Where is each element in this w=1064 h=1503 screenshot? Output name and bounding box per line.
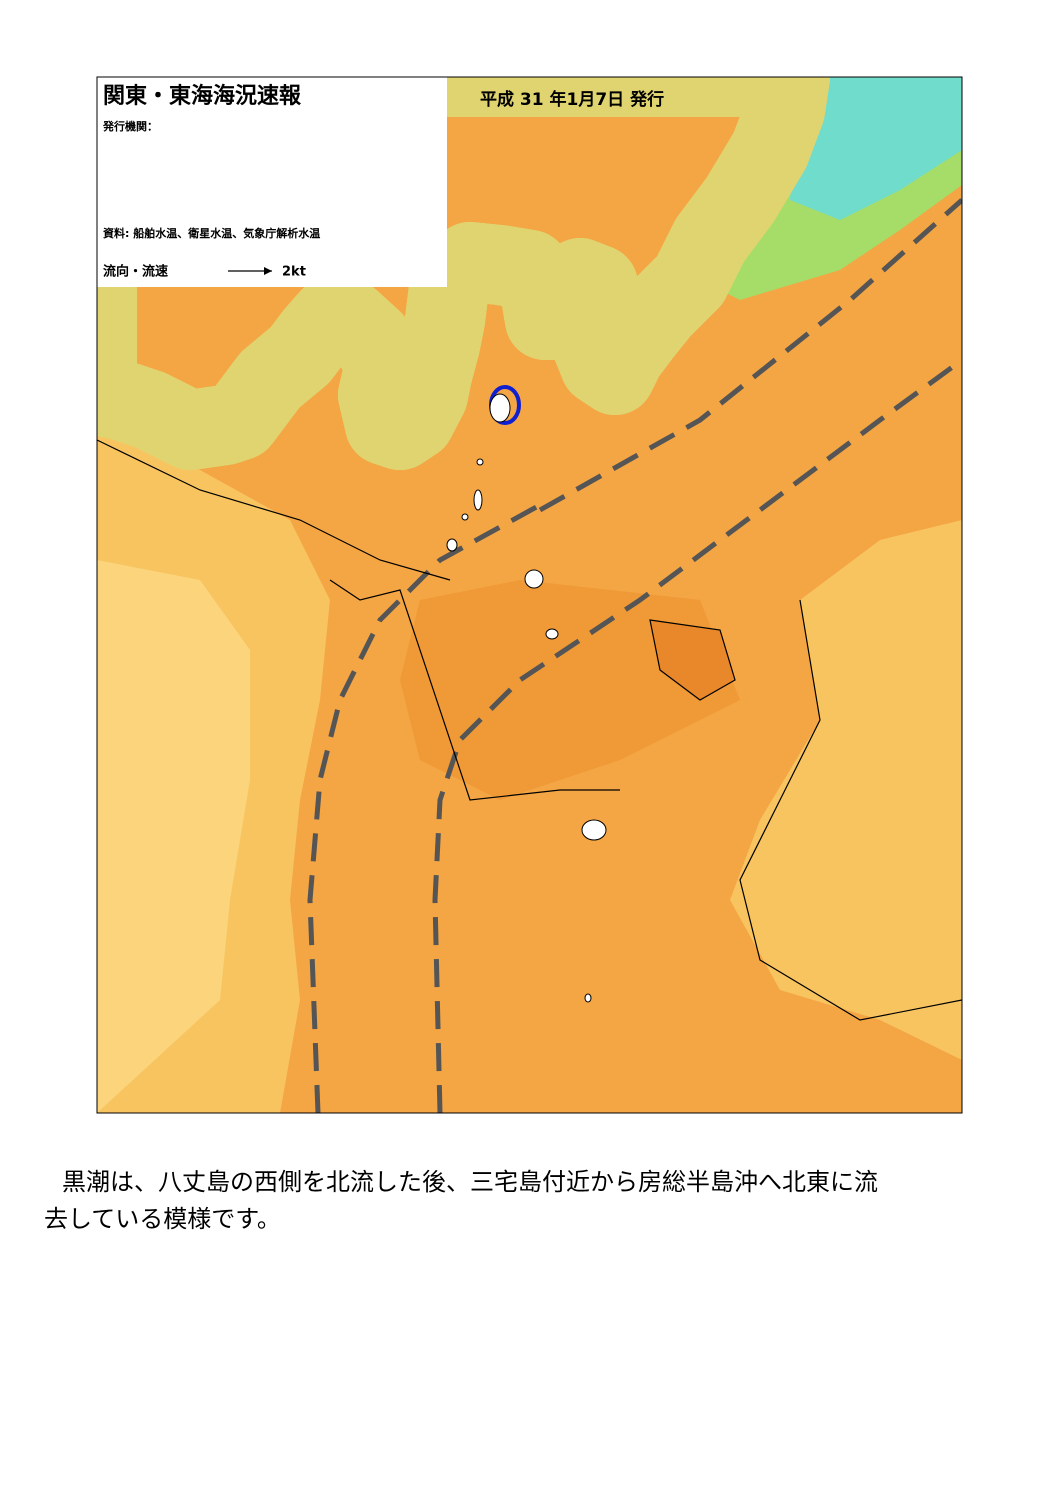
cold-core xyxy=(790,77,962,220)
warm-zone-east xyxy=(730,520,962,1060)
island xyxy=(476,458,484,466)
issue-date: 平成 31 年1月7日 発行 xyxy=(480,89,664,110)
kuroshio-axis xyxy=(538,198,962,513)
island xyxy=(524,569,544,589)
islands xyxy=(446,393,607,1003)
map-frame xyxy=(96,76,963,1114)
isotherm xyxy=(329,579,620,801)
description: 黒潮は、八丈島の西側を北流した後、三宅島付近から房総半島沖へ北東に流 xyxy=(62,1168,878,1196)
isotherm xyxy=(739,599,962,1021)
island xyxy=(473,489,483,511)
legend-label: 流向・流速 xyxy=(103,264,168,280)
legend-arrowhead xyxy=(264,267,272,275)
kuroshio-axis xyxy=(307,502,542,1113)
map xyxy=(97,77,962,1113)
header-box xyxy=(97,77,447,287)
legend-speed: 2kt xyxy=(282,265,306,280)
source: 資料: 船舶水温、衛星水温、気象庁解析水温 xyxy=(103,226,320,240)
description: 去している模様です。 xyxy=(44,1205,281,1233)
island xyxy=(461,513,469,521)
title: 関東・東海海況速報 xyxy=(103,83,302,109)
isotherm xyxy=(649,619,736,701)
island xyxy=(545,628,559,640)
warm-core xyxy=(650,620,735,700)
island xyxy=(446,538,458,552)
island xyxy=(489,393,511,423)
kuroshio-axis xyxy=(432,357,962,1113)
isotherm xyxy=(97,439,451,581)
island xyxy=(581,819,607,841)
issuer-label: 発行機関： xyxy=(102,119,158,133)
island xyxy=(584,993,592,1003)
cool-zone-west xyxy=(97,560,250,1113)
